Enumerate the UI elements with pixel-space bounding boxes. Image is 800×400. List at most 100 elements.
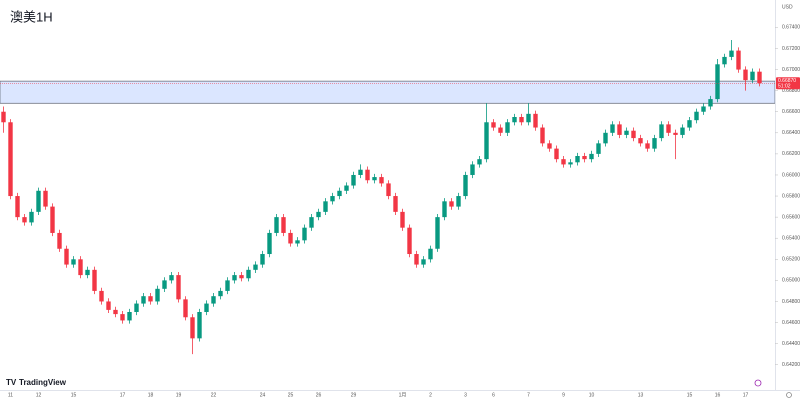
candle-body (148, 296, 153, 302)
candle-body (323, 201, 328, 212)
candle-body (666, 124, 671, 133)
candle-body (281, 217, 286, 233)
logo-mark: TV (6, 378, 17, 387)
candle-body (43, 190, 48, 207)
candle-body (757, 71, 762, 84)
candle-body (211, 296, 216, 304)
candle-body (708, 99, 713, 107)
candle-body (547, 143, 552, 149)
x-tick-label: 17 (743, 392, 749, 398)
candle-body (568, 162, 573, 165)
y-tick-label: 0.66800 (782, 88, 800, 94)
candle-body (302, 227, 307, 241)
candle-body (694, 111, 699, 121)
candle-body (246, 269, 251, 279)
candle-body (225, 280, 230, 291)
x-tick-label: 2 (429, 392, 432, 398)
candle-body (575, 156, 580, 163)
last-price-tag (776, 77, 800, 90)
candle-body (365, 169, 370, 181)
candle-body (386, 183, 391, 197)
chart-title: 澳美1H (10, 9, 53, 24)
candle-body (680, 127, 685, 135)
candle-body (491, 122, 496, 128)
candle-body (589, 153, 594, 160)
y-tick-label: 0.64600 (782, 320, 800, 326)
candle-body (519, 117, 524, 123)
candle-body (687, 120, 692, 128)
watermark: TradingView (19, 378, 67, 387)
x-tick-label: 19 (176, 392, 182, 398)
candle-body (442, 201, 447, 218)
x-tick-label: 26 (316, 392, 322, 398)
y-tick-label: 0.66000 (782, 172, 800, 178)
candle-body (113, 309, 118, 315)
candle-body (736, 50, 741, 70)
candle-body (120, 314, 125, 321)
candle-body (176, 275, 181, 300)
candle-body (729, 50, 734, 57)
x-tick-label: 3 (464, 392, 467, 398)
candle-body (470, 164, 475, 175)
x-tick-label: 18 (148, 392, 154, 398)
x-tick-label: 10 (589, 392, 595, 398)
candle-body (71, 259, 76, 265)
candle-body (456, 196, 461, 207)
candle-body (561, 159, 566, 165)
candle-body (204, 303, 209, 312)
x-tick-label: 15 (71, 392, 77, 398)
y-tick-label: 0.66200 (782, 151, 800, 157)
candle-body (477, 159, 482, 165)
candle-body (22, 217, 27, 223)
candle-body (414, 254, 419, 265)
x-tick-label: 17 (120, 392, 126, 398)
candle-body (379, 177, 384, 184)
candle-body (106, 301, 111, 310)
candle-body (253, 264, 258, 270)
x-tick-label: 29 (351, 392, 357, 398)
candle-body (652, 138, 657, 149)
candle-body (85, 269, 90, 276)
candle-body (344, 185, 349, 191)
countdown-label: 51:02 (778, 83, 791, 89)
candle-body (78, 259, 83, 276)
x-tick-label: 24 (260, 392, 266, 398)
candle-body (190, 317, 195, 339)
candle-body (351, 174, 356, 186)
x-tick-label: 7 (527, 392, 530, 398)
x-tick-label: 1月 (399, 392, 407, 398)
candle-body (743, 69, 748, 81)
candle-body (372, 177, 377, 181)
y-tick-label: 0.65800 (782, 193, 800, 199)
candle-body (57, 232, 62, 249)
currency-label: USD (782, 4, 793, 10)
y-tick-label: 0.64400 (782, 341, 800, 347)
candle-body (358, 169, 363, 175)
last-price-label: 0.66870 (778, 78, 796, 84)
y-tick-label: 0.66400 (782, 130, 800, 136)
candle-body (526, 113, 531, 123)
candle-body (393, 196, 398, 212)
candle-body (449, 201, 454, 207)
candle-body (617, 124, 622, 135)
settings-icon[interactable] (754, 379, 762, 387)
plot-area (0, 40, 776, 355)
candle-body (505, 122, 510, 133)
candle-body (218, 290, 223, 297)
candle-body (645, 143, 650, 149)
x-tick-label: 13 (638, 392, 644, 398)
x-tick-label: 6 (492, 392, 495, 398)
candle-body (295, 240, 300, 244)
candle-body (582, 156, 587, 160)
candle-body (92, 269, 97, 291)
candle-body (288, 232, 293, 244)
y-tick-label: 0.67000 (782, 67, 800, 73)
x-tick-label: 15 (687, 392, 693, 398)
candle-body (197, 312, 202, 339)
gear-icon[interactable] (786, 392, 792, 398)
candle-body (260, 254, 265, 265)
candle-body (309, 217, 314, 228)
